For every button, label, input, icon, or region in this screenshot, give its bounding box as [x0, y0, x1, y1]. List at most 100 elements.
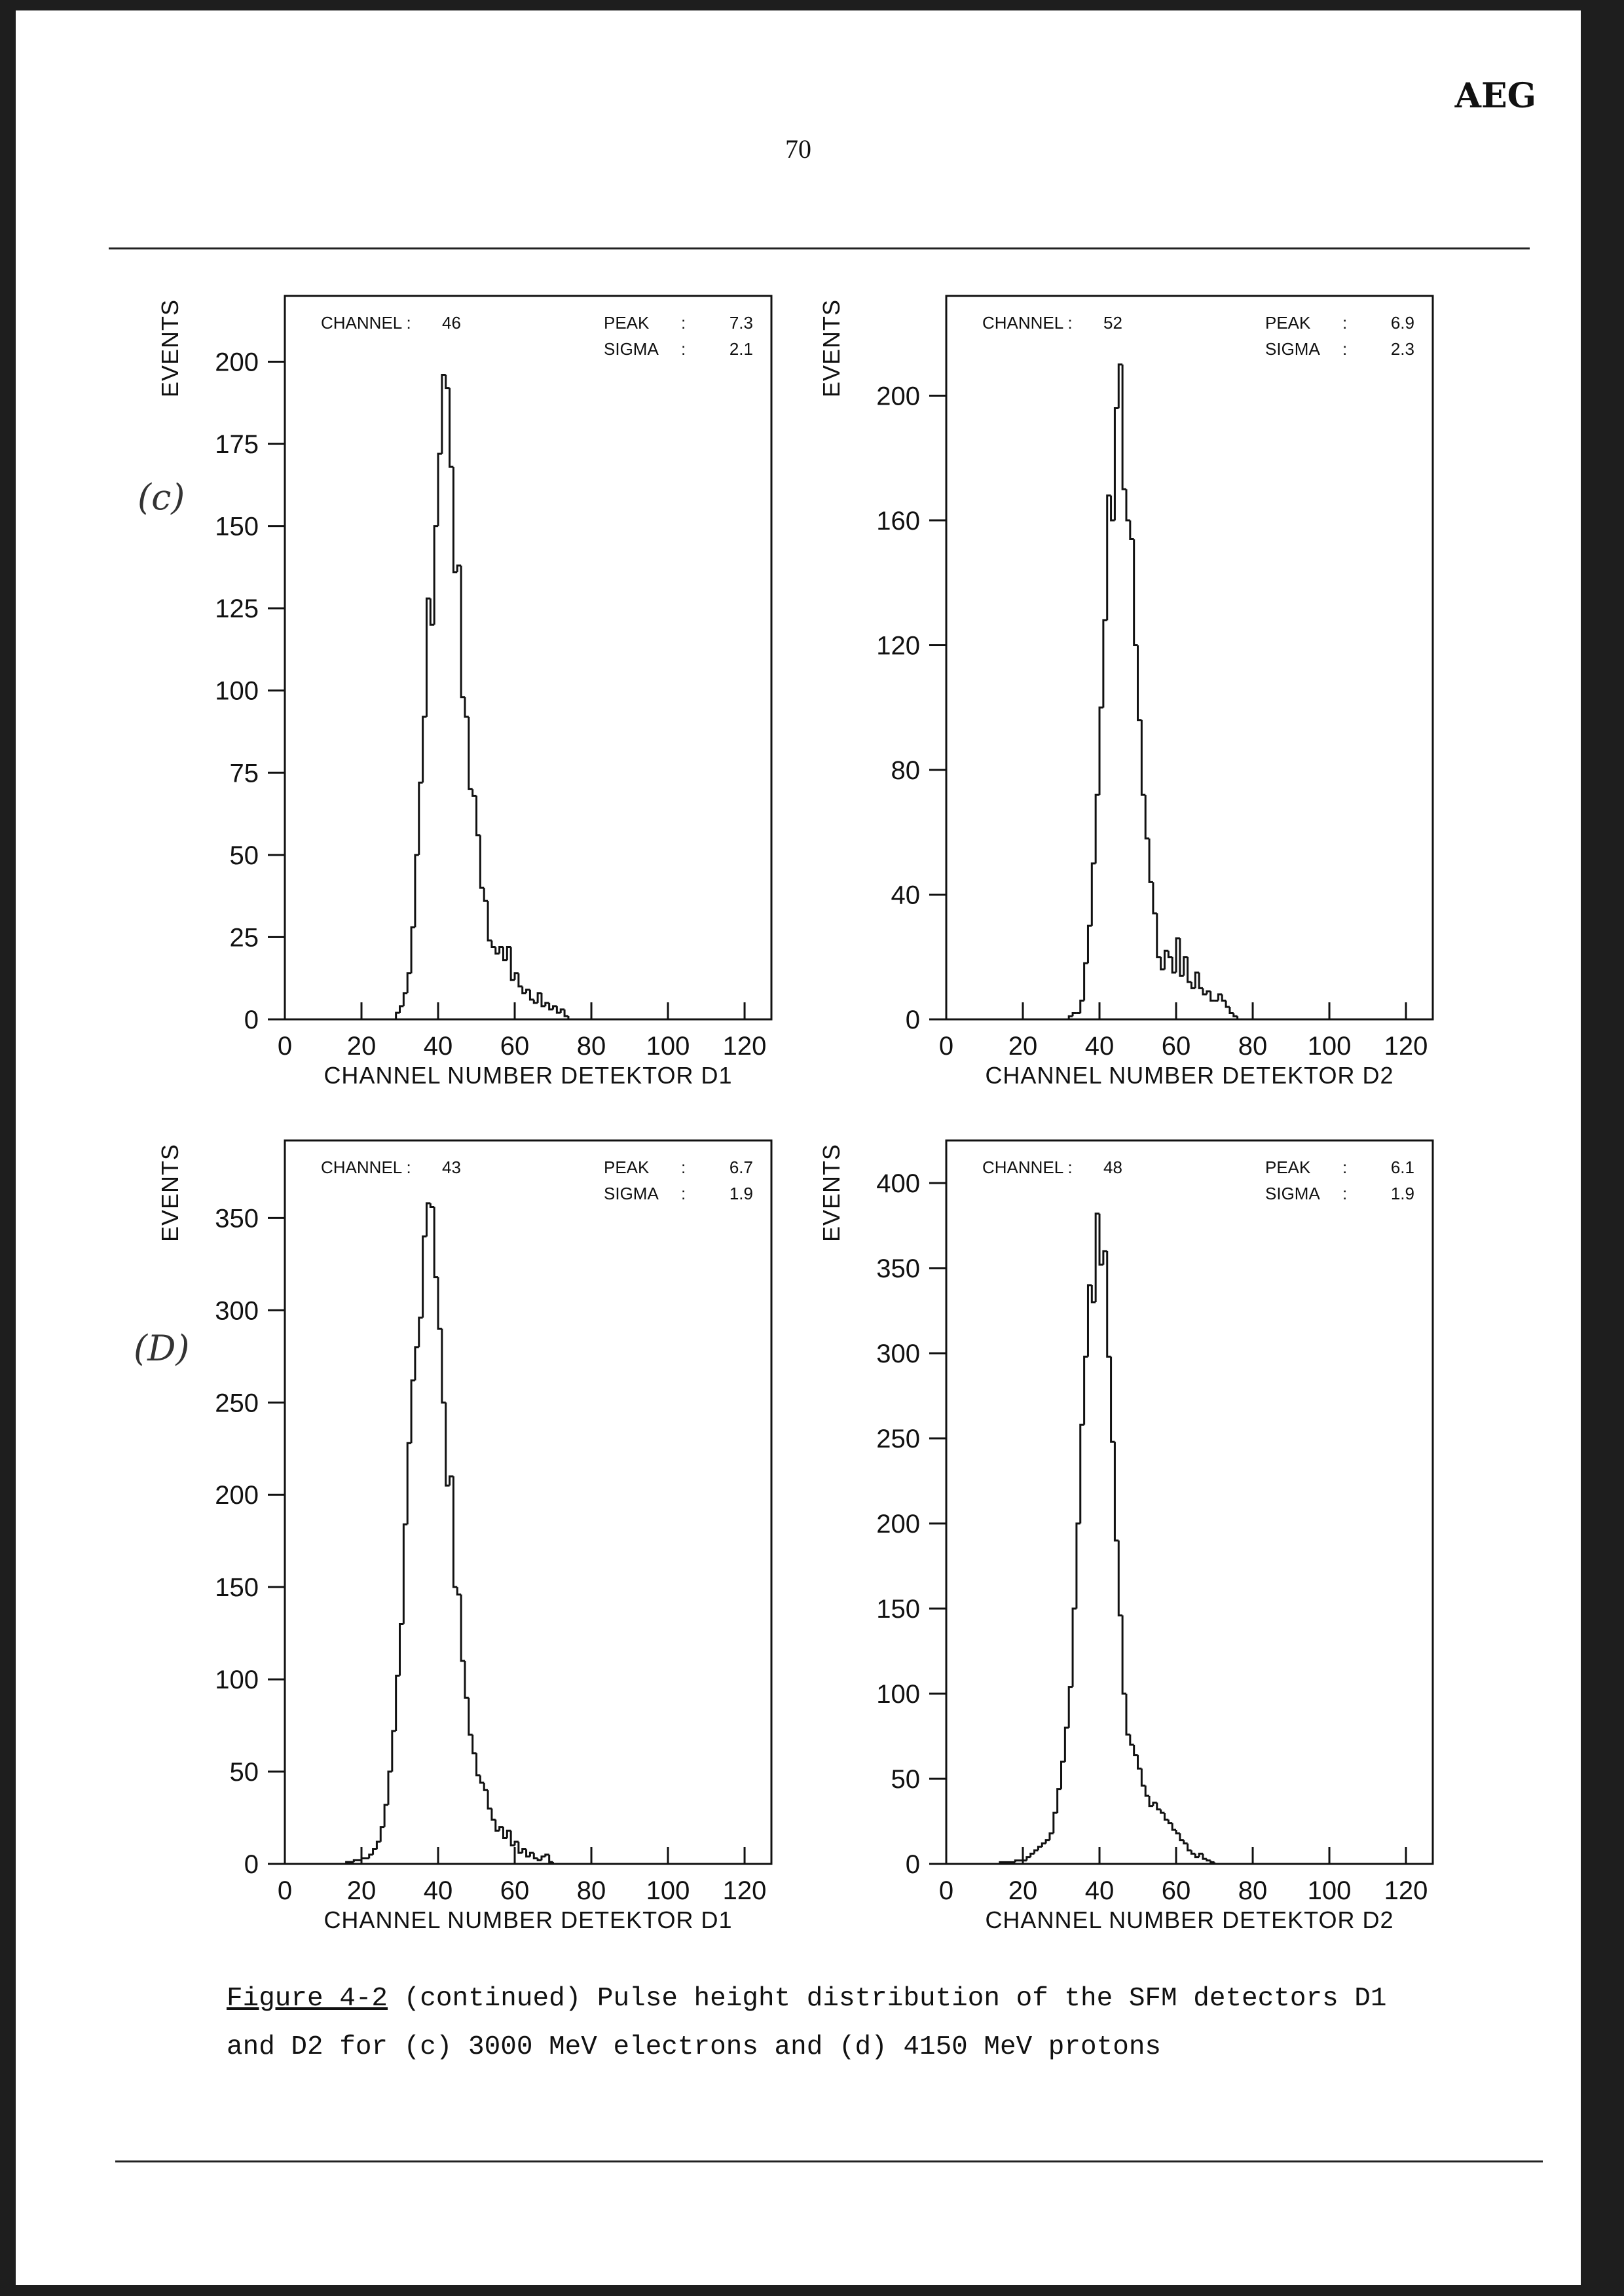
histogram-bin [1198, 972, 1203, 989]
histogram-bin [1152, 882, 1157, 915]
histogram-bins [999, 1212, 1219, 1865]
histogram-bin [479, 835, 485, 889]
histogram-bin [1098, 1213, 1103, 1266]
histogram-bin [456, 1587, 462, 1595]
histogram-bin [1079, 1423, 1084, 1523]
histogram-bin [483, 1782, 489, 1791]
histogram-bin [475, 795, 481, 837]
y-tick-label: 250 [215, 1389, 259, 1417]
x-tick-label: 20 [347, 1032, 377, 1061]
figure-reference: Figure 4-2 [227, 1984, 388, 2014]
peak-label: PEAK [604, 1157, 650, 1177]
histogram-bin [383, 1804, 388, 1827]
channel-value: 46 [442, 313, 461, 333]
histogram-bin [1209, 991, 1215, 1002]
histogram-bin [1110, 1357, 1115, 1443]
histogram-bin [513, 1840, 519, 1846]
histogram-bin [1140, 720, 1146, 796]
channel-label: CHANNEL : [982, 313, 1073, 333]
histogram-bins [392, 374, 572, 1021]
histogram-bin [452, 1476, 458, 1588]
x-tick-label: 40 [1085, 1032, 1115, 1061]
histogram-bin [502, 1827, 507, 1840]
histogram-bin [1113, 407, 1119, 520]
histogram-bin [460, 1594, 465, 1662]
histogram-bin [456, 564, 462, 572]
sigma-label: SIGMA [604, 1184, 659, 1203]
peak-value: 6.9 [1391, 313, 1414, 333]
y-tick-label: 0 [244, 1850, 259, 1879]
x-tick-label: 80 [577, 1032, 606, 1061]
sigma-label: SIGMA [1265, 1184, 1320, 1203]
histogram-bin [1102, 619, 1107, 708]
x-tick-label: 100 [1308, 1032, 1352, 1061]
histogram-bin [468, 716, 473, 790]
histogram-bin [525, 1849, 530, 1858]
histogram-bin [391, 1730, 396, 1772]
peak-value: 6.1 [1391, 1157, 1414, 1177]
y-tick-label: 150 [876, 1595, 920, 1624]
sigma-label: SIGMA [1265, 339, 1320, 359]
histogram-bin [494, 1819, 500, 1832]
x-axis-label: CHANNEL NUMBER DETEKTOR D1 [323, 1906, 732, 1933]
histogram-bin [555, 1006, 561, 1014]
histogram-bin [1175, 1830, 1180, 1834]
histogram-bin [1171, 957, 1177, 974]
histogram-bin [395, 1674, 400, 1732]
y-tick-label: 160 [876, 507, 920, 536]
histogram-bin [540, 1855, 545, 1861]
y-tick-label: 200 [876, 1510, 920, 1539]
histogram-bin [429, 1203, 435, 1208]
histogram-bin [379, 1826, 385, 1842]
y-tick-label: 250 [876, 1425, 920, 1453]
histogram-bin [528, 1851, 534, 1857]
histogram-bin [1125, 489, 1130, 522]
x-tick-label: 60 [1162, 1032, 1191, 1061]
histogram-bin [345, 1861, 354, 1864]
histogram-bin [1129, 1734, 1134, 1746]
histogram-bin [1067, 1015, 1073, 1019]
histogram-bin [1113, 1442, 1119, 1542]
peak-colon: : [681, 313, 686, 333]
histogram-bin [1167, 951, 1173, 958]
histogram-bin [418, 781, 423, 855]
histogram-bin [418, 1317, 423, 1347]
y-tick-label: 200 [215, 348, 259, 376]
histogram-bin [1160, 1809, 1165, 1814]
x-axis-label: CHANNEL NUMBER DETEKTOR D1 [323, 1062, 732, 1089]
histogram-bin [1160, 957, 1165, 971]
x-tick-label: 120 [1384, 1032, 1428, 1061]
caption-line-1: Figure 4-2 (continued) Pulse height dist… [227, 1975, 1471, 2023]
histogram-bin [1056, 1788, 1061, 1813]
x-tick-label: 0 [278, 1032, 292, 1061]
y-tick-label: 100 [876, 1680, 920, 1709]
histogram-bin [502, 947, 507, 962]
peak-colon: : [1342, 313, 1347, 333]
channel-label: CHANNEL : [321, 1157, 411, 1177]
histogram-bin [483, 888, 489, 902]
histogram-bin [1179, 1833, 1184, 1842]
histogram-bin [402, 1523, 408, 1624]
histogram-bin [1060, 1760, 1065, 1789]
histogram-bin [517, 1842, 523, 1854]
histogram-bin [506, 946, 511, 960]
histogram-bin [1152, 1801, 1157, 1806]
x-tick-label: 60 [1162, 1876, 1191, 1905]
y-axis-label: EVENTS [157, 299, 183, 397]
histogram-bin [437, 1277, 442, 1330]
plot-frame [284, 1139, 773, 1865]
histogram-bin [1202, 1853, 1207, 1860]
x-axis-label: CHANNEL NUMBER DETEKTOR D2 [985, 1906, 1393, 1933]
y-tick-label: 100 [215, 677, 259, 706]
histogram-bin [375, 1840, 381, 1850]
histogram-bin [1163, 949, 1169, 970]
histogram-bin [544, 1853, 549, 1857]
channel-label: CHANNEL : [321, 313, 411, 333]
y-tick-label: 300 [215, 1296, 259, 1325]
histogram-bin [548, 1854, 553, 1863]
y-tick-label: 150 [215, 513, 259, 541]
x-tick-label: 40 [1085, 1876, 1115, 1905]
histogram-bin [1094, 793, 1100, 864]
